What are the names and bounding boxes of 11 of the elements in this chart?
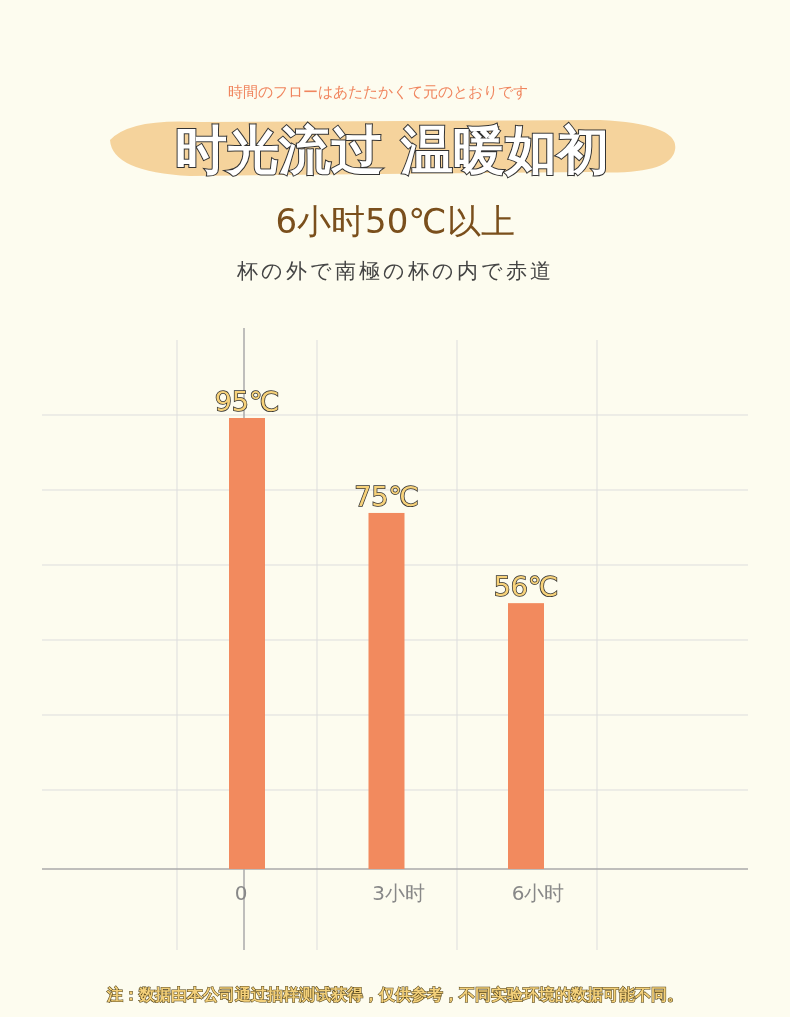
data-label: 95℃ xyxy=(214,386,280,417)
x-tick-label: 0 xyxy=(234,881,248,905)
chart-title: 时光流过 温暖如初 xyxy=(174,120,610,180)
x-tick-label: 6小时 xyxy=(511,881,565,905)
chart-subtitle: 6小时50℃以上 xyxy=(275,201,515,241)
x-tick-label: 3小时 xyxy=(372,881,425,905)
text: 時間のフローはあたたかくて元のとおりです xyxy=(228,83,528,101)
text: 杯の外で南極の杯の内で赤道 xyxy=(235,259,554,283)
data-label: 56℃ xyxy=(493,571,559,603)
data-label: 75℃ xyxy=(354,480,419,512)
text: 注：数据由本公司通过抽样测试获得，仅供参考，不同实验环境的数据可能不同。 xyxy=(106,985,683,1004)
